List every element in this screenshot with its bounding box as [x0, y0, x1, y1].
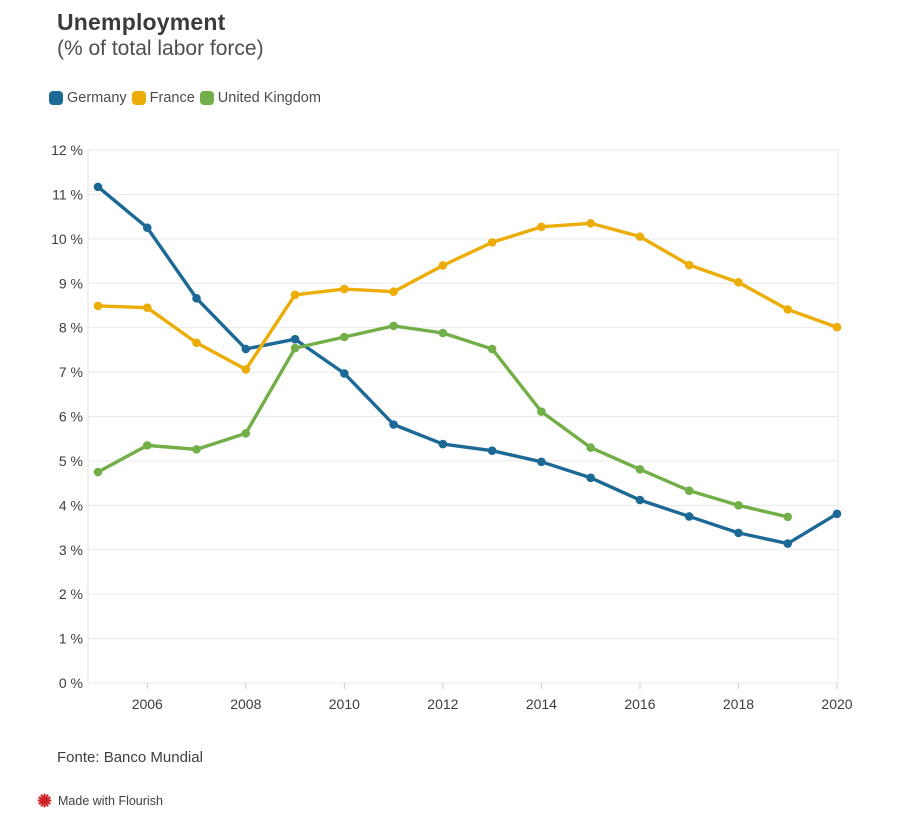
- x-tick-label: 2006: [132, 696, 163, 712]
- data-point-france-2013: [487, 238, 497, 247]
- x-tick-label: 2014: [526, 696, 557, 712]
- series-line-united-kingdom: [96, 324, 790, 519]
- chart-title: Unemployment: [57, 9, 226, 35]
- y-tick-label: 2 %: [59, 586, 83, 602]
- data-point-france-2010: [340, 284, 349, 294]
- y-tick-label: 5 %: [59, 453, 83, 469]
- legend: Germany France United Kingdom: [49, 90, 326, 106]
- series-line-germany: [96, 185, 839, 546]
- data-point-united-kingdom-2010: [340, 332, 349, 342]
- y-tick-label: 11 %: [52, 186, 83, 202]
- data-point-germany-2020: [832, 509, 842, 519]
- data-point-germany-2006: [142, 223, 152, 233]
- data-point-united-kingdom-2006: [142, 441, 152, 450]
- legend-label-france: France: [149, 90, 195, 106]
- flourish-attribution-label: Made with Flourish: [58, 793, 163, 808]
- data-point-france-2016: [635, 232, 645, 241]
- data-point-france-2015: [586, 218, 595, 228]
- x-tick-label: 2018: [723, 696, 754, 712]
- data-point-germany-2008: [241, 344, 251, 354]
- data-point-germany-2017: [684, 512, 694, 521]
- data-point-france-2017: [684, 260, 694, 270]
- data-point-germany-2015: [586, 473, 595, 483]
- x-tick-label: 2008: [230, 696, 261, 712]
- data-point-france-2012: [438, 261, 448, 270]
- data-point-france-2005: [93, 301, 103, 311]
- legend-swatch-germany: [49, 91, 63, 105]
- legend-item-france[interactable]: France: [131, 90, 195, 106]
- legend-swatch-france: [131, 91, 146, 105]
- data-point-france-2019: [783, 305, 793, 314]
- data-point-germany-2010: [340, 369, 349, 378]
- data-point-united-kingdom-2014: [537, 407, 546, 416]
- y-tick-label: 1 %: [59, 631, 83, 647]
- data-point-united-kingdom-2011: [389, 321, 398, 331]
- legend-swatch-united-kingdom: [199, 91, 214, 105]
- data-point-france-2011: [389, 287, 398, 296]
- data-point-france-2009: [290, 290, 300, 300]
- data-point-germany-2012: [438, 439, 448, 449]
- flourish-attribution[interactable]: Made with Flourish: [37, 793, 163, 808]
- data-point-germany-2005: [93, 182, 103, 192]
- data-point-united-kingdom-2013: [487, 344, 497, 354]
- data-point-france-2006: [142, 303, 152, 312]
- y-tick-label: 0 %: [59, 675, 83, 691]
- x-tick-label: 2012: [427, 696, 458, 712]
- data-point-france-2018: [734, 278, 743, 287]
- data-point-germany-2009: [290, 334, 300, 344]
- legend-item-germany[interactable]: Germany: [49, 90, 127, 106]
- data-point-united-kingdom-2016: [635, 465, 645, 474]
- data-point-united-kingdom-2019: [783, 512, 793, 522]
- data-point-united-kingdom-2018: [734, 501, 743, 510]
- y-tick-label: 9 %: [59, 275, 83, 291]
- data-point-germany-2011: [389, 420, 398, 429]
- data-point-germany-2019: [783, 539, 793, 548]
- data-point-germany-2013: [487, 446, 497, 456]
- data-point-united-kingdom-2009: [290, 343, 300, 353]
- y-tick-label: 4 %: [59, 497, 83, 513]
- data-point-germany-2018: [734, 528, 743, 538]
- data-point-united-kingdom-2007: [192, 445, 201, 454]
- y-tick-label: 10 %: [51, 231, 83, 247]
- data-point-france-2008: [241, 365, 251, 374]
- data-point-france-2007: [192, 338, 201, 348]
- data-point-united-kingdom-2017: [684, 486, 694, 495]
- x-tick-label: 2020: [821, 696, 852, 712]
- data-point-united-kingdom-2015: [586, 443, 595, 452]
- chart-subtitle: (% of total labor force): [57, 37, 264, 60]
- data-point-united-kingdom-2005: [93, 467, 103, 477]
- data-point-france-2020: [832, 322, 842, 332]
- data-point-germany-2014: [537, 457, 546, 467]
- data-point-united-kingdom-2012: [438, 328, 448, 338]
- y-tick-label: 8 %: [59, 320, 83, 336]
- y-tick-label: 6 %: [59, 409, 83, 425]
- data-point-united-kingdom-2008: [241, 429, 251, 438]
- y-tick-label: 3 %: [59, 542, 83, 558]
- line-chart-svg: 0 % 1 % 2 % 3 % 4 % 5 % 6 % 7 % 8 % 9 % 10 % 11 % 12…: [51, 142, 853, 712]
- legend-label-united-kingdom: United Kingdom: [217, 90, 321, 106]
- x-tick-label: 2010: [329, 696, 360, 712]
- flourish-burst-icon: [37, 793, 52, 808]
- y-tick-label: 12 %: [51, 142, 83, 158]
- y-tick-label: 7 %: [59, 364, 83, 380]
- series-line-france: [96, 221, 839, 372]
- data-point-germany-2016: [635, 495, 645, 505]
- data-point-germany-2007: [192, 294, 201, 303]
- data-point-france-2014: [537, 222, 546, 232]
- x-tick-label: 2016: [624, 696, 655, 712]
- source-note: Fonte: Banco Mundial: [57, 749, 203, 766]
- legend-label-germany: Germany: [67, 90, 127, 106]
- legend-item-united-kingdom[interactable]: United Kingdom: [199, 90, 321, 106]
